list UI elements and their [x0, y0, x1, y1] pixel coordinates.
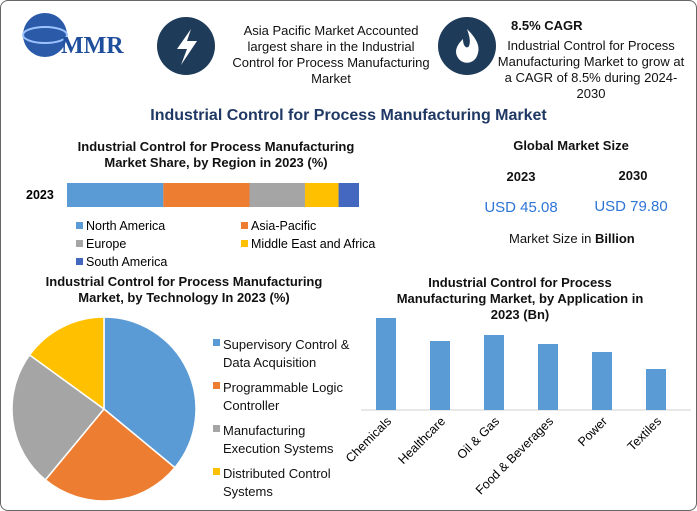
market-value: USD 45.08 — [484, 199, 558, 216]
x-tick-label: Textiles — [625, 414, 664, 453]
legend-swatch — [213, 339, 220, 346]
year-label: 2023 — [506, 169, 536, 184]
x-tick-label: Oil & Gas — [454, 414, 502, 462]
bar-segment — [249, 183, 305, 207]
bar — [430, 341, 450, 410]
bar — [376, 318, 396, 410]
bar — [646, 369, 666, 410]
legend-swatch — [213, 382, 220, 389]
legend-label: Supervisory Control & Data Acquisition — [223, 337, 350, 370]
x-tick-label: Power — [575, 414, 610, 449]
legend-label: Middle East and Africa — [251, 237, 375, 251]
bar-segment — [338, 183, 359, 207]
bar — [484, 335, 504, 410]
cagr-text: Industrial Control for Process Manufactu… — [497, 38, 685, 101]
pie-slice — [103, 316, 197, 469]
bar — [538, 344, 558, 410]
legend-label: Asia-Pacific — [251, 219, 316, 233]
legend-label: Manufacturing Execution Systems — [223, 423, 334, 456]
flame-icon — [456, 29, 479, 63]
bar-segment — [163, 183, 250, 207]
chart-title: Industrial Control for Process Manufactu… — [396, 275, 644, 322]
pie-slice — [44, 407, 176, 502]
pie-slice — [28, 316, 105, 411]
market-value: USD 79.80 — [594, 198, 668, 215]
legend-label: South America — [86, 255, 167, 269]
main-title: Industrial Control for Process Manufactu… — [150, 107, 547, 124]
legend-label: North America — [86, 219, 165, 233]
logo-globe — [23, 13, 67, 57]
chart-title: Industrial Control for Process Manufactu… — [45, 274, 323, 305]
bar — [592, 352, 612, 410]
legend-swatch — [76, 222, 83, 229]
cagr-title: 8.5% CAGR — [511, 18, 583, 33]
legend-swatch — [241, 222, 248, 229]
legend-label: Programmable Logic Controller — [223, 380, 343, 413]
legend-label: Europe — [86, 237, 126, 251]
market-note: Market Size in Billion — [509, 231, 635, 247]
legend-label: Distributed Control Systems — [223, 466, 331, 499]
logo-text: MMR — [61, 33, 124, 59]
legend-swatch — [76, 240, 83, 247]
bar-segment — [304, 183, 339, 207]
icon-circle — [438, 17, 496, 75]
category-label: 2023 — [26, 188, 54, 202]
pie-slice — [11, 353, 106, 481]
logo-ring — [22, 26, 68, 44]
legend-swatch — [213, 468, 220, 475]
chart-title: Industrial Control for Process Manufactu… — [77, 139, 355, 170]
note-text: Market Size in — [509, 231, 592, 246]
legend-swatch — [213, 425, 220, 432]
highlight-text: Asia Pacific Market Accounted largest sh… — [232, 23, 430, 86]
legend-swatch — [76, 258, 83, 265]
x-tick-label: Healthcare — [395, 414, 448, 467]
lightning-icon — [177, 29, 197, 65]
market-size-title: Global Market Size — [513, 138, 629, 153]
bar-segment — [67, 183, 164, 207]
legend-swatch — [241, 240, 248, 247]
year-label: 2030 — [618, 168, 648, 183]
note-unit: Billion — [595, 231, 635, 246]
